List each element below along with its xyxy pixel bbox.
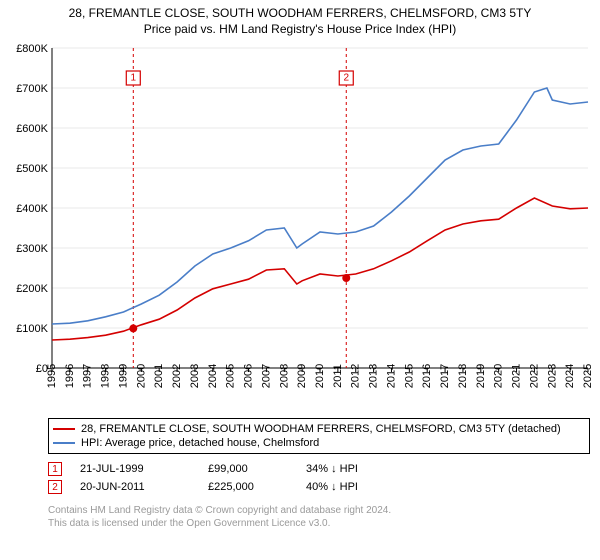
svg-text:£800K: £800K (16, 43, 48, 55)
svg-text:2024: 2024 (564, 364, 576, 388)
transaction-events: 1 21-JUL-1999 £99,000 34% ↓ HPI 2 20-JUN… (48, 460, 590, 496)
svg-text:2001: 2001 (153, 364, 165, 388)
svg-text:2010: 2010 (314, 364, 326, 388)
svg-text:£600K: £600K (16, 123, 48, 135)
footer: Contains HM Land Registry data © Crown c… (48, 504, 590, 530)
svg-text:2011: 2011 (332, 364, 344, 388)
legend: 28, FREMANTLE CLOSE, SOUTH WOODHAM FERRE… (48, 418, 590, 454)
legend-row: HPI: Average price, detached house, Chel… (53, 436, 585, 450)
event-date: 21-JUL-1999 (80, 463, 190, 475)
event-marker-box: 2 (48, 480, 62, 494)
svg-text:2020: 2020 (493, 364, 505, 388)
footer-line: Contains HM Land Registry data © Crown c… (48, 504, 590, 517)
svg-text:2023: 2023 (546, 364, 558, 388)
legend-label: HPI: Average price, detached house, Chel… (81, 437, 319, 449)
event-delta: 34% ↓ HPI (306, 463, 358, 475)
event-row: 2 20-JUN-2011 £225,000 40% ↓ HPI (48, 478, 590, 496)
svg-text:£100K: £100K (16, 323, 48, 335)
svg-text:2014: 2014 (385, 364, 397, 388)
svg-text:2007: 2007 (260, 364, 272, 388)
svg-text:2019: 2019 (475, 364, 487, 388)
svg-text:2006: 2006 (243, 364, 255, 388)
legend-label: 28, FREMANTLE CLOSE, SOUTH WOODHAM FERRE… (81, 423, 561, 435)
svg-text:2009: 2009 (296, 364, 308, 388)
page-title: 28, FREMANTLE CLOSE, SOUTH WOODHAM FERRE… (8, 6, 592, 20)
svg-text:2017: 2017 (439, 364, 451, 388)
svg-text:2003: 2003 (189, 364, 201, 388)
svg-text:2: 2 (343, 73, 349, 84)
svg-text:1: 1 (131, 73, 137, 84)
legend-swatch (53, 428, 75, 430)
svg-text:£200K: £200K (16, 283, 48, 295)
svg-text:£300K: £300K (16, 243, 48, 255)
svg-text:2022: 2022 (528, 364, 540, 388)
svg-text:2000: 2000 (135, 364, 147, 388)
svg-text:1999: 1999 (117, 364, 129, 388)
event-delta: 40% ↓ HPI (306, 481, 358, 493)
event-price: £225,000 (208, 481, 288, 493)
svg-text:2021: 2021 (511, 364, 523, 388)
chart-svg: £0£100K£200K£300K£400K£500K£600K£700K£80… (8, 42, 592, 412)
svg-text:2016: 2016 (421, 364, 433, 388)
svg-text:1998: 1998 (100, 364, 112, 388)
svg-text:2025: 2025 (582, 364, 592, 388)
svg-text:2008: 2008 (278, 364, 290, 388)
svg-text:£400K: £400K (16, 203, 48, 215)
event-date: 20-JUN-2011 (80, 481, 190, 493)
event-price: £99,000 (208, 463, 288, 475)
svg-text:£700K: £700K (16, 83, 48, 95)
svg-text:2015: 2015 (403, 364, 415, 388)
svg-text:1996: 1996 (64, 364, 76, 388)
legend-swatch (53, 442, 75, 444)
svg-text:2005: 2005 (225, 364, 237, 388)
legend-row: 28, FREMANTLE CLOSE, SOUTH WOODHAM FERRE… (53, 422, 585, 436)
svg-text:1997: 1997 (82, 364, 94, 388)
svg-text:2012: 2012 (350, 364, 362, 388)
event-marker-box: 1 (48, 462, 62, 476)
page-subtitle: Price paid vs. HM Land Registry's House … (8, 22, 592, 36)
svg-text:£500K: £500K (16, 163, 48, 175)
svg-text:2002: 2002 (171, 364, 183, 388)
svg-text:2004: 2004 (207, 364, 219, 388)
event-row: 1 21-JUL-1999 £99,000 34% ↓ HPI (48, 460, 590, 478)
footer-line: This data is licensed under the Open Gov… (48, 517, 590, 530)
svg-text:1995: 1995 (46, 364, 58, 388)
svg-text:2013: 2013 (368, 364, 380, 388)
price-chart: £0£100K£200K£300K£400K£500K£600K£700K£80… (8, 42, 592, 412)
svg-text:2018: 2018 (457, 364, 469, 388)
